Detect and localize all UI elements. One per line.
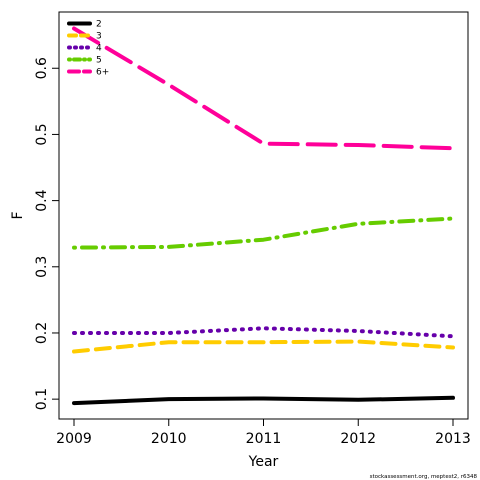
x-axis: 2009 2010 2011 2012 2013 (56, 419, 471, 447)
series-lines (72, 26, 455, 406)
x-tick-label: 2009 (56, 431, 92, 447)
y-tick-label: 0.2 (34, 322, 50, 344)
series-line-6plus (72, 26, 455, 151)
legend: 2 3 4 5 6+ (67, 20, 109, 78)
legend-label: 5 (96, 56, 102, 66)
series-line-2 (72, 395, 455, 406)
y-tick-label: 0.1 (34, 388, 50, 410)
plot-frame (58, 11, 469, 420)
x-tick-label: 2010 (151, 431, 187, 447)
series-line-3 (72, 339, 455, 354)
y-axis: 0.1 0.2 0.3 0.4 0.5 0.6 (34, 57, 59, 410)
legend-label: 6+ (96, 68, 109, 78)
y-tick-label: 0.5 (34, 123, 50, 145)
legend-label: 3 (96, 32, 102, 42)
legend-label: 4 (96, 44, 102, 54)
series-line-5 (72, 216, 455, 250)
footer-credit: stockassessment.org, meptest2, r6348 (370, 474, 478, 480)
series-line-4 (72, 326, 455, 339)
y-tick-label: 0.3 (34, 256, 50, 278)
y-axis-title: F (10, 211, 26, 219)
legend-label: 2 (96, 20, 102, 30)
y-tick-label: 0.4 (34, 189, 50, 211)
x-tick-label: 2013 (435, 431, 471, 447)
y-tick-label: 0.6 (34, 57, 50, 79)
x-axis-title: Year (248, 454, 279, 470)
x-tick-label: 2012 (340, 431, 376, 447)
x-tick-label: 2011 (246, 431, 282, 447)
